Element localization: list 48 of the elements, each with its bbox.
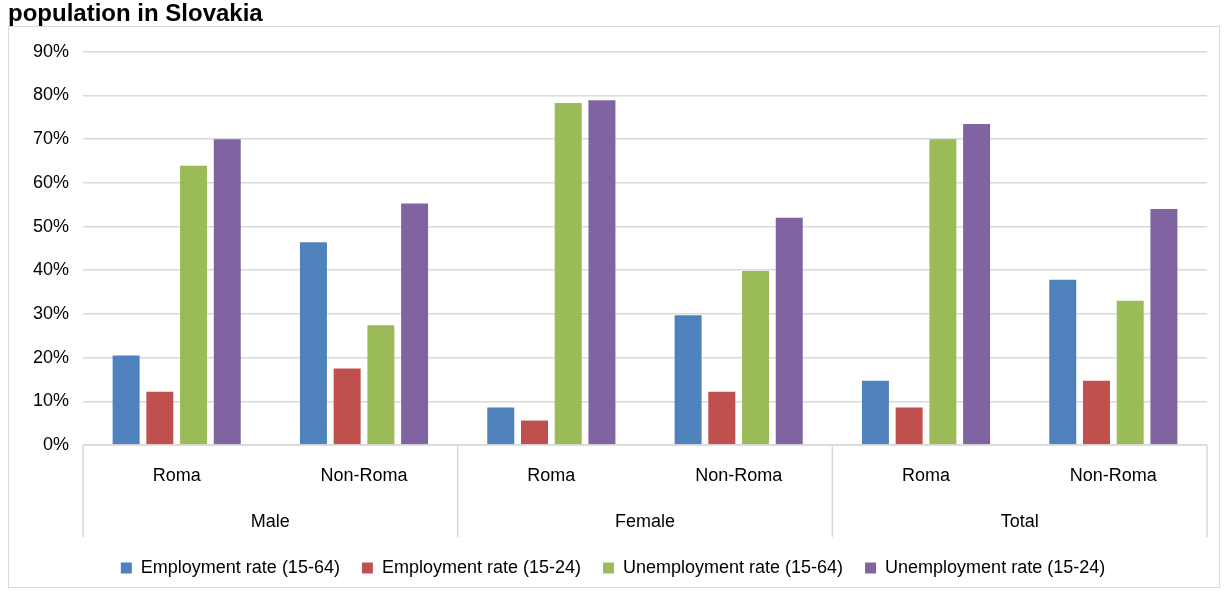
bar xyxy=(487,407,515,445)
bar xyxy=(742,271,770,445)
bar xyxy=(401,203,429,445)
y-tick-label: 70% xyxy=(33,128,70,149)
bar xyxy=(1150,209,1178,445)
y-tick-label: 90% xyxy=(33,40,70,61)
bar xyxy=(367,325,395,445)
bar xyxy=(929,139,957,445)
y-tick-label: 10% xyxy=(33,390,70,411)
legend-label: Employment rate (15-24) xyxy=(381,556,581,577)
y-tick-label: 80% xyxy=(33,84,70,105)
legend-label: Unemployment rate (15-24) xyxy=(885,556,1106,577)
bar xyxy=(708,391,736,445)
y-tick-label: 30% xyxy=(33,302,70,323)
bar xyxy=(521,420,548,445)
bar xyxy=(333,368,361,445)
text: Male xyxy=(250,510,290,531)
bar xyxy=(146,391,174,445)
x-tick-label: Non-Roma xyxy=(320,464,409,485)
y-tick-label: 0% xyxy=(43,433,70,454)
chart-title: population in Slovakia xyxy=(8,0,264,26)
text: Female xyxy=(615,510,676,531)
bar xyxy=(861,380,889,445)
x-tick-label: Non-Roma xyxy=(1069,464,1158,485)
y-tick-label: 40% xyxy=(33,259,70,280)
x-tick-label: Roma xyxy=(527,464,577,485)
bar xyxy=(213,139,241,445)
bar xyxy=(963,123,991,445)
legend-label: Employment rate (15-64) xyxy=(140,556,340,577)
bar xyxy=(554,102,582,445)
bar xyxy=(674,315,702,445)
y-tick-label: 20% xyxy=(33,346,70,367)
bar xyxy=(299,242,327,445)
x-tick-label: Non-Roma xyxy=(695,464,784,485)
bar xyxy=(180,165,208,445)
bar xyxy=(112,355,140,445)
text: Total xyxy=(1000,510,1039,531)
legend-label: Unemployment rate (15-64) xyxy=(622,556,844,577)
bar xyxy=(895,407,923,445)
y-tick-label: 50% xyxy=(33,215,70,236)
bar xyxy=(588,100,616,445)
bar xyxy=(1082,380,1110,445)
bar xyxy=(775,217,803,445)
bar xyxy=(1116,300,1144,445)
x-tick-label: Roma xyxy=(902,464,951,485)
bar xyxy=(1049,279,1077,445)
x-tick-label: Roma xyxy=(152,464,202,485)
y-tick-label: 60% xyxy=(33,171,70,192)
